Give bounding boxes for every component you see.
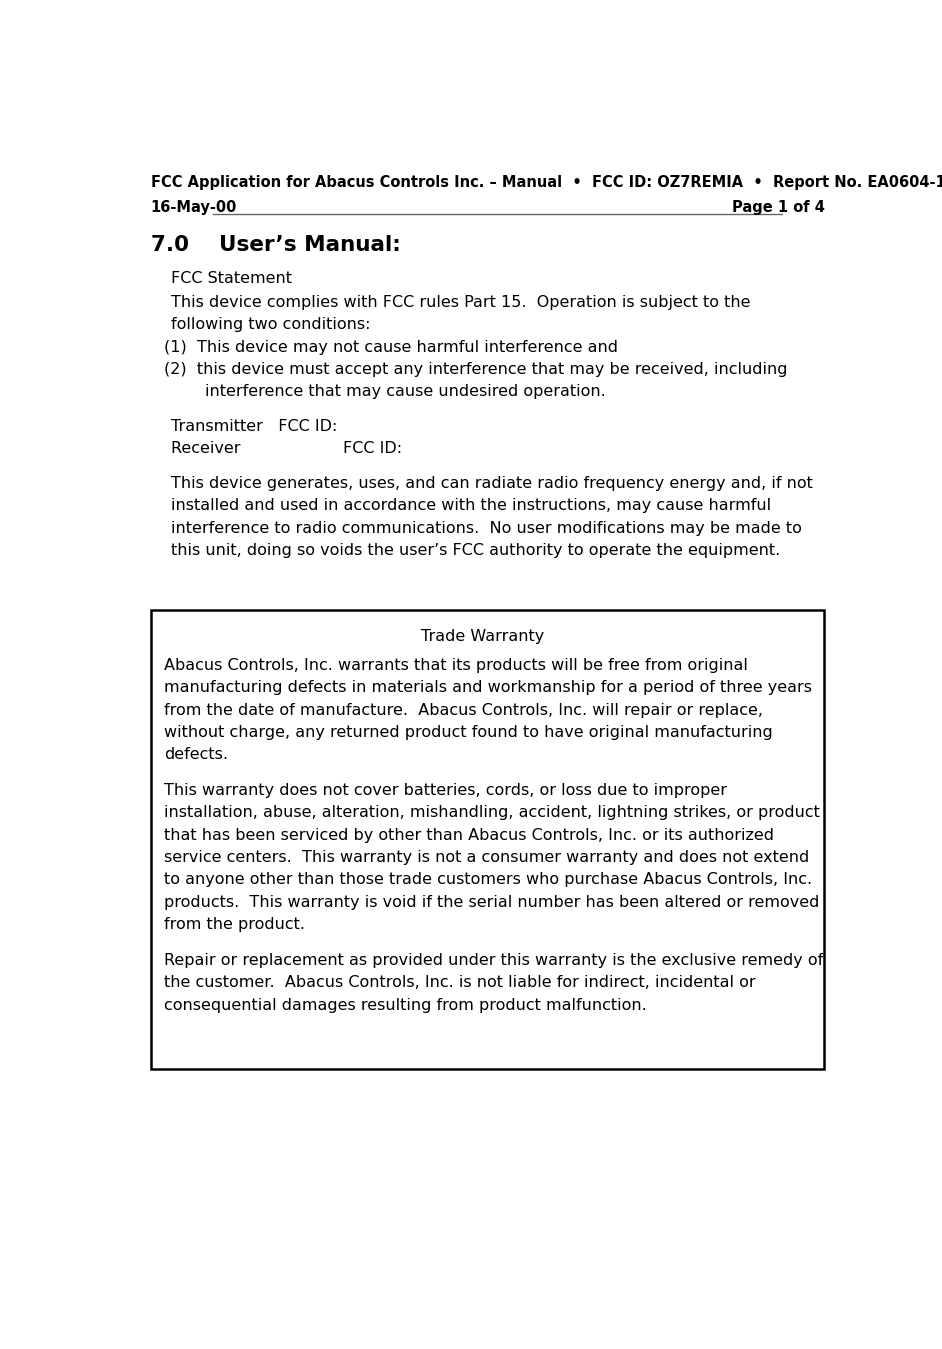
Text: Abacus Controls, Inc. warrants that its products will be free from original: Abacus Controls, Inc. warrants that its … [164, 658, 748, 673]
Text: interference that may cause undesired operation.: interference that may cause undesired op… [164, 384, 606, 399]
Text: FCC Statement: FCC Statement [171, 271, 292, 286]
Text: This warranty does not cover batteries, cords, or loss due to improper: This warranty does not cover batteries, … [164, 782, 726, 799]
Text: Trade Warranty: Trade Warranty [421, 629, 544, 643]
Text: service centers.  This warranty is not a consumer warranty and does not extend: service centers. This warranty is not a … [164, 850, 809, 865]
Text: that has been serviced by other than Abacus Controls, Inc. or its authorized: that has been serviced by other than Aba… [164, 828, 773, 843]
Text: FCC Application for Abacus Controls Inc. – Manual  •  FCC ID: OZ7REMIA  •  Repor: FCC Application for Abacus Controls Inc.… [151, 175, 942, 190]
FancyBboxPatch shape [151, 610, 824, 1068]
Text: installation, abuse, alteration, mishandling, accident, lightning strikes, or pr: installation, abuse, alteration, mishand… [164, 805, 820, 820]
Text: Transmitter   FCC ID:: Transmitter FCC ID: [171, 420, 337, 434]
Text: manufacturing defects in materials and workmanship for a period of three years: manufacturing defects in materials and w… [164, 680, 812, 695]
Text: from the date of manufacture.  Abacus Controls, Inc. will repair or replace,: from the date of manufacture. Abacus Con… [164, 703, 763, 718]
Text: installed and used in accordance with the instructions, may cause harmful: installed and used in accordance with th… [171, 498, 771, 514]
Text: This device complies with FCC rules Part 15.  Operation is subject to the: This device complies with FCC rules Part… [171, 295, 751, 310]
Text: from the product.: from the product. [164, 917, 305, 932]
Text: Repair or replacement as provided under this warranty is the exclusive remedy of: Repair or replacement as provided under … [164, 952, 823, 967]
Text: (1)  This device may not cause harmful interference and: (1) This device may not cause harmful in… [164, 340, 618, 355]
Text: products.  This warranty is void if the serial number has been altered or remove: products. This warranty is void if the s… [164, 894, 820, 909]
Text: the customer.  Abacus Controls, Inc. is not liable for indirect, incidental or: the customer. Abacus Controls, Inc. is n… [164, 975, 755, 990]
Text: (2)  this device must accept any interference that may be received, including: (2) this device must accept any interfer… [164, 362, 788, 376]
Text: consequential damages resulting from product malfunction.: consequential damages resulting from pro… [164, 997, 646, 1013]
Text: Page 1 of 4: Page 1 of 4 [732, 200, 824, 214]
Text: 16-May-00: 16-May-00 [151, 200, 237, 214]
Text: interference to radio communications.  No user modifications may be made to: interference to radio communications. No… [171, 521, 802, 536]
Text: 7.0    User’s Manual:: 7.0 User’s Manual: [151, 235, 400, 255]
Text: without charge, any returned product found to have original manufacturing: without charge, any returned product fou… [164, 724, 772, 739]
Text: This device generates, uses, and can radiate radio frequency energy and, if not: This device generates, uses, and can rad… [171, 476, 813, 491]
Text: defects.: defects. [164, 747, 228, 762]
Text: following two conditions:: following two conditions: [171, 317, 370, 332]
Text: to anyone other than those trade customers who purchase Abacus Controls, Inc.: to anyone other than those trade custome… [164, 873, 812, 888]
Text: Receiver                    FCC ID:: Receiver FCC ID: [171, 441, 402, 456]
Text: this unit, doing so voids the user’s FCC authority to operate the equipment.: this unit, doing so voids the user’s FCC… [171, 544, 780, 558]
